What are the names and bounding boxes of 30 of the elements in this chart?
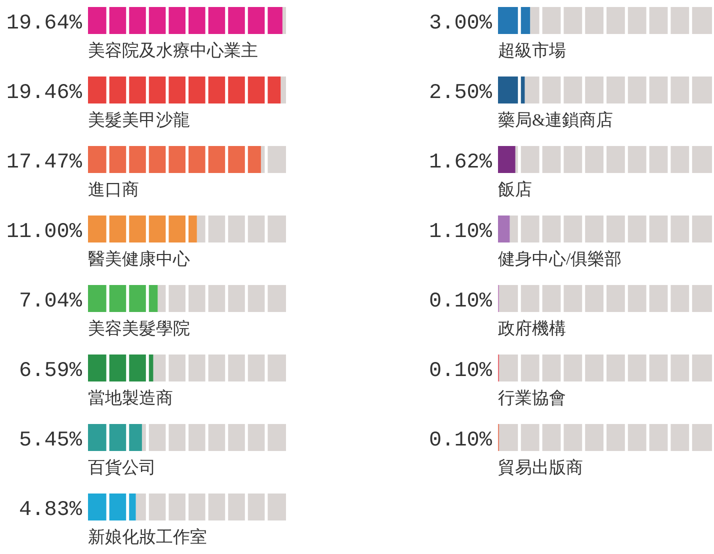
data-label: 5.45% [18, 430, 82, 452]
data-label: 2.50% [428, 82, 492, 105]
y-tick-label: 百貨公司 [88, 458, 156, 477]
data-label: 11.00% [6, 221, 82, 244]
y-tick-label: 美容美髮學院 [88, 319, 190, 338]
y-tick-label: 進口商 [88, 180, 139, 199]
data-label: 1.10% [428, 221, 492, 244]
y-tick-label: 超級市場 [498, 41, 566, 60]
data-label: 0.10% [428, 430, 492, 452]
y-tick-label: 飯店 [498, 180, 532, 199]
data-label: 1.62% [428, 152, 492, 174]
data-label: 6.59% [18, 360, 82, 383]
y-tick-label: 貿易出版商 [498, 458, 583, 477]
y-tick-label: 美髮美甲沙龍 [88, 110, 190, 130]
y-tick-label: 美容院及水療中心業主 [88, 41, 258, 60]
data-label: 0.10% [428, 290, 492, 314]
data-label: 19.46% [6, 82, 82, 105]
y-tick-label: 新娘化妝工作室 [88, 528, 207, 546]
y-tick-label: 行業協會 [498, 388, 566, 408]
y-tick-label: 當地製造商 [88, 388, 173, 408]
data-label: 3.00% [428, 12, 492, 36]
y-tick-label: 政府機構 [498, 319, 566, 338]
data-label: 17.47% [6, 152, 82, 174]
y-tick-label: 藥局&連鎖商店 [498, 110, 614, 130]
data-label: 4.83% [18, 499, 82, 522]
data-label: 19.64% [6, 12, 82, 36]
data-label: 0.10% [428, 360, 492, 383]
data-label: 7.04% [18, 290, 82, 314]
y-tick-label: 健身中心/俱樂部 [498, 250, 622, 268]
y-tick-label: 醫美健康中心 [88, 250, 190, 268]
